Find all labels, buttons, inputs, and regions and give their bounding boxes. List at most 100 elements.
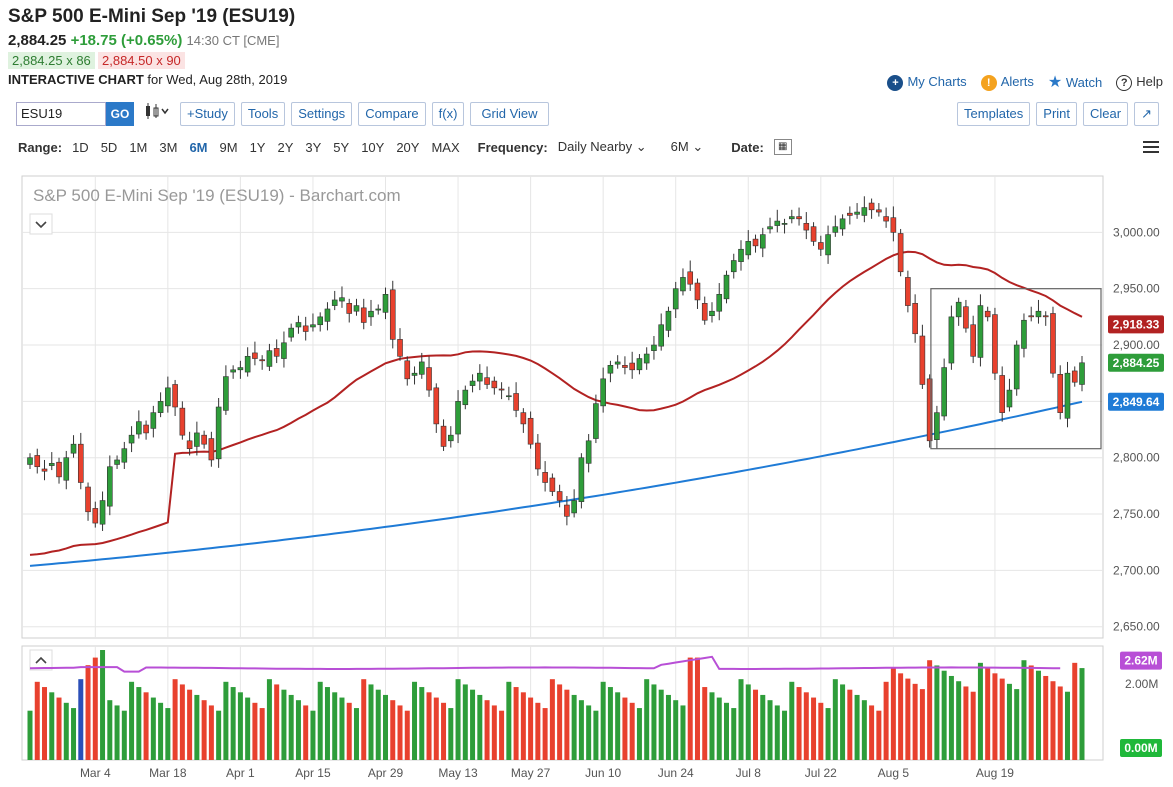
x-tick-label: Jul 8 xyxy=(736,766,762,780)
volume-zero-tag-bg xyxy=(1120,739,1162,757)
hamburger-menu-icon[interactable] xyxy=(1143,138,1159,156)
candle xyxy=(796,207,802,226)
tools-button[interactable]: Tools xyxy=(240,102,286,126)
quote-time: 14:30 CT [CME] xyxy=(186,33,280,48)
volume-bar xyxy=(535,702,541,760)
candle xyxy=(331,290,338,311)
y-tick-label: 2,800.00 xyxy=(1113,451,1160,465)
candle-body xyxy=(157,401,164,413)
candle-body xyxy=(716,294,723,312)
help-label: Help xyxy=(1136,73,1163,89)
candle xyxy=(230,365,236,379)
candle xyxy=(665,306,672,338)
volume-bar xyxy=(136,687,142,760)
chart-type-button[interactable] xyxy=(140,102,174,126)
fx-button[interactable]: f(x) xyxy=(431,102,465,126)
frequency-select[interactable]: Daily Nearby ⌄ xyxy=(558,139,647,155)
candle-body xyxy=(643,353,650,364)
candle-body xyxy=(266,350,273,367)
settings-button[interactable]: Settings xyxy=(291,102,353,126)
my-charts-link[interactable]: + My Charts xyxy=(887,73,967,91)
range-option-20y[interactable]: 20Y xyxy=(396,139,420,155)
candle xyxy=(411,366,418,385)
templates-button[interactable]: Templates xyxy=(957,102,1031,126)
range-option-6m[interactable]: 6M xyxy=(189,139,208,155)
grid-view-button[interactable]: Grid View xyxy=(470,102,549,126)
candle xyxy=(143,420,149,440)
candle-body xyxy=(549,477,556,492)
period-select[interactable]: 6M ⌄ xyxy=(671,139,704,155)
range-option-5y[interactable]: 5Y xyxy=(333,139,350,155)
x-tick-label: Mar 18 xyxy=(149,766,187,780)
alerts-link[interactable]: ! Alerts xyxy=(980,73,1034,91)
range-option-1d[interactable]: 1D xyxy=(72,139,89,155)
top-links: + My Charts ! Alerts ★ Watch ? Help xyxy=(887,72,1163,92)
expand-button[interactable]: ↗ xyxy=(1134,102,1159,126)
calendar-icon[interactable]: ▦ xyxy=(773,139,792,155)
range-option-9m[interactable]: 9M xyxy=(219,139,238,155)
candle xyxy=(281,331,287,368)
candle xyxy=(593,394,599,444)
watch-link[interactable]: ★ Watch xyxy=(1048,72,1102,92)
volume-bar xyxy=(912,683,918,760)
candle xyxy=(709,302,715,323)
clear-button[interactable]: Clear xyxy=(1083,102,1129,126)
volume-bar xyxy=(694,657,700,760)
candle xyxy=(614,355,621,369)
go-button[interactable]: GO xyxy=(106,102,134,126)
alerts-label: Alerts xyxy=(1000,73,1034,89)
volume-bar xyxy=(753,689,759,760)
candle-body xyxy=(513,393,519,411)
volume-bar xyxy=(680,705,686,760)
symbol-input[interactable]: ESU19 xyxy=(16,102,106,126)
candle xyxy=(810,222,817,246)
candle-body xyxy=(1071,370,1078,383)
range-option-3y[interactable]: 3Y xyxy=(305,139,322,155)
interactive-chart-label: INTERACTIVE CHART xyxy=(8,72,144,87)
candle-body xyxy=(832,226,839,233)
candle-body xyxy=(1064,372,1071,419)
volume-bar xyxy=(985,668,991,760)
my-charts-label: My Charts xyxy=(907,73,967,89)
candle-body xyxy=(223,376,229,411)
candle xyxy=(999,366,1005,422)
price-chart[interactable]: 2,650.002,700.002,750.002,800.002,850.00… xyxy=(0,170,1173,787)
volume-bar xyxy=(520,692,526,760)
candle-body xyxy=(107,466,113,507)
candle xyxy=(535,434,541,476)
range-option-3m[interactable]: 3M xyxy=(159,139,178,155)
candle xyxy=(687,260,694,291)
study-button[interactable]: +Study xyxy=(180,102,235,126)
volume-bar xyxy=(1050,681,1056,760)
x-tick-label: Jun 10 xyxy=(585,766,621,780)
volume-bar xyxy=(100,650,106,760)
candle xyxy=(745,230,752,260)
candle-body xyxy=(360,307,367,323)
candle-body xyxy=(382,294,389,313)
range-option-max[interactable]: MAX xyxy=(431,139,460,155)
candle xyxy=(273,339,280,364)
print-button[interactable]: Print xyxy=(1036,102,1078,126)
candle-body xyxy=(186,440,193,449)
y-tick-label: 2,750.00 xyxy=(1113,507,1160,521)
compare-button[interactable]: Compare xyxy=(358,102,426,126)
volume-ma-tag-bg xyxy=(1120,651,1162,670)
x-tick-label: Aug 19 xyxy=(976,766,1014,780)
range-option-1m[interactable]: 1M xyxy=(129,139,148,155)
candle-body xyxy=(810,226,817,242)
volume-bar xyxy=(702,687,708,760)
ma200-line xyxy=(29,400,1083,567)
range-option-2y[interactable]: 2Y xyxy=(277,139,294,155)
range-option-1y[interactable]: 1Y xyxy=(249,139,266,155)
price-line: 2,884.25 +18.75 (+0.65%) 14:30 CT [CME] xyxy=(8,32,279,49)
candle xyxy=(128,426,135,453)
candle xyxy=(244,347,251,377)
candle xyxy=(600,367,606,413)
help-link[interactable]: ? Help xyxy=(1116,74,1163,91)
range-option-10y[interactable]: 10Y xyxy=(361,139,385,155)
range-option-5d[interactable]: 5D xyxy=(100,139,118,155)
candle-body xyxy=(1057,374,1064,413)
candle xyxy=(447,426,454,448)
volume-bar xyxy=(107,700,113,760)
candle xyxy=(353,298,360,316)
